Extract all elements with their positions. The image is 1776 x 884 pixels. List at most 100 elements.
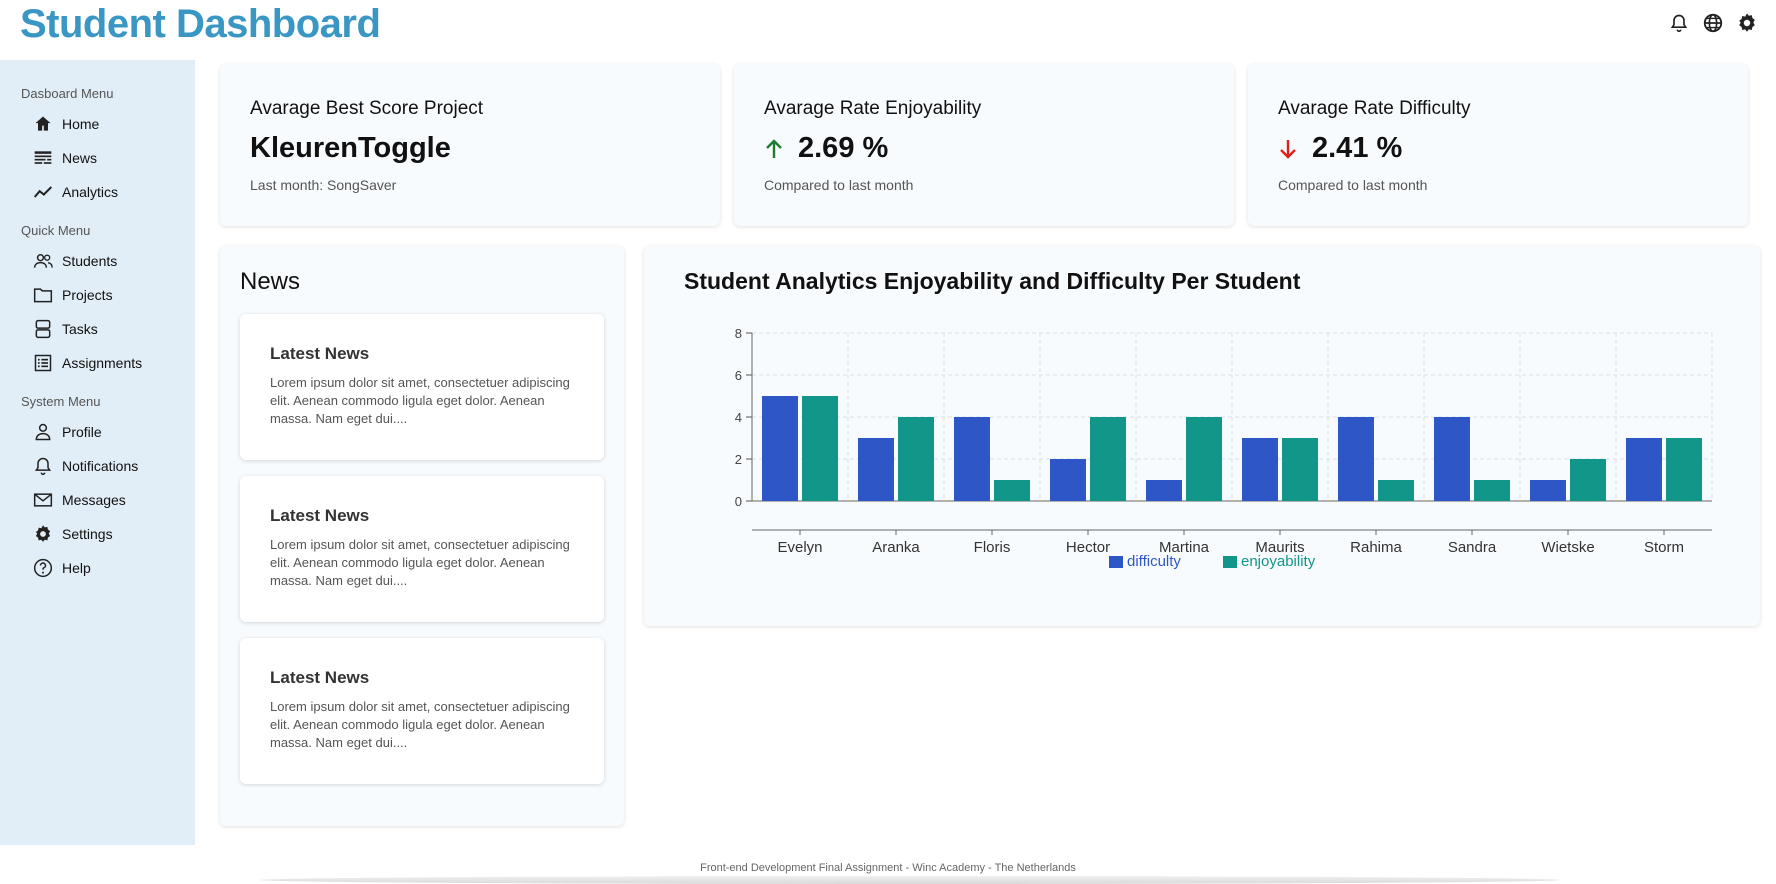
- chart-title: Student Analytics Enjoyability and Diffi…: [684, 268, 1301, 294]
- sidebar-item-label: Help: [62, 560, 91, 576]
- menu-heading: Dasboard Menu: [21, 86, 114, 101]
- x-tick-label: Maurits: [1255, 539, 1304, 556]
- sidebar-item-label: News: [62, 150, 98, 166]
- menu-heading: Quick Menu: [21, 223, 91, 238]
- news-title: Latest News: [270, 344, 370, 363]
- bar-enjoyability: [1570, 459, 1606, 501]
- sidebar-item-label: Messages: [62, 492, 126, 508]
- legend-label: enjoyability: [1241, 553, 1316, 570]
- sidebar-item-analytics[interactable]: Analytics: [0, 175, 195, 209]
- sidebar-item-settings[interactable]: Settings: [0, 517, 195, 551]
- assignments-icon: [32, 352, 54, 374]
- sidebar-item-students[interactable]: Students: [0, 244, 195, 278]
- legend-swatch: [1223, 556, 1237, 568]
- y-tick-label: 2: [735, 452, 742, 467]
- analytics-icon: [32, 181, 54, 203]
- stat-value-text: 2.69 %: [798, 132, 889, 164]
- sidebar-item-profile[interactable]: Profile: [0, 415, 195, 449]
- arrow-down-icon: [1278, 138, 1300, 160]
- students-icon: [32, 250, 54, 272]
- y-tick-label: 0: [735, 494, 742, 509]
- stat-card-difficulty: Avarage Rate Difficulty 2.41 % Compared …: [1248, 64, 1748, 226]
- sidebar-item-help[interactable]: Help: [0, 551, 195, 585]
- bar-difficulty: [1146, 480, 1182, 501]
- sidebar-item-tasks[interactable]: Tasks: [0, 312, 195, 346]
- stat-value: 2.41 %: [1278, 132, 1718, 165]
- stat-card-best-project: Avarage Best Score Project KleurenToggle…: [220, 64, 720, 226]
- sidebar-item-messages[interactable]: Messages: [0, 483, 195, 517]
- x-tick-label: Hector: [1066, 539, 1110, 556]
- sidebar-item-label: Settings: [62, 526, 113, 542]
- footer: Front-end Development Final Assignment -…: [700, 862, 1076, 874]
- bar-chart: 0 2 4 6 8 Evelyn Aranka Floris Hector Martina Maur…: [735, 326, 1713, 570]
- sidebar-item-news[interactable]: News: [0, 141, 195, 175]
- bar-enjoyability: [1186, 417, 1222, 501]
- legend-swatch: [1109, 556, 1123, 568]
- sidebar-item-notifications[interactable]: Notifications: [0, 449, 195, 483]
- news-body: Lorem ipsum dolor sit amet, consectetuer…: [270, 375, 570, 426]
- x-tick-label: Storm: [1644, 539, 1684, 556]
- bar-difficulty: [1338, 417, 1374, 501]
- bar-difficulty: [1626, 438, 1662, 501]
- sidebar-item-assignments[interactable]: Assignments: [0, 346, 195, 380]
- y-tick-label: 6: [735, 368, 742, 383]
- bar-difficulty: [1530, 480, 1566, 501]
- bar-enjoyability: [1090, 417, 1126, 501]
- x-tick-label: Sandra: [1448, 539, 1497, 556]
- tasks-icon: [32, 318, 54, 340]
- news-body: Lorem ipsum dolor sit amet, consectetuer…: [270, 699, 570, 750]
- bar-difficulty: [762, 396, 798, 501]
- sidebar-item-home[interactable]: Home: [0, 107, 195, 141]
- news-item[interactable]: Latest News Lorem ipsum dolor sit amet, …: [240, 638, 604, 784]
- sidebar-item-label: Notifications: [62, 458, 139, 474]
- header-icons: [1668, 12, 1758, 34]
- sidebar-item-label: Profile: [62, 424, 102, 440]
- bar-enjoyability: [802, 396, 838, 501]
- bar-enjoyability: [1282, 438, 1318, 501]
- globe-icon[interactable]: [1702, 12, 1724, 34]
- folder-icon: [32, 284, 54, 306]
- y-tick-label: 8: [735, 326, 742, 341]
- sidebar-item-label: Home: [62, 116, 100, 132]
- bar-enjoyability: [1378, 480, 1414, 501]
- news-body: Lorem ipsum dolor sit amet, consectetuer…: [270, 537, 570, 588]
- stat-title: Avarage Best Score Project: [250, 98, 484, 119]
- news-title: Latest News: [270, 506, 370, 525]
- stat-sub: Last month: SongSaver: [250, 177, 397, 193]
- bell-icon: [32, 455, 54, 477]
- sidebar-item-label: Students: [62, 253, 118, 269]
- news-panel: News Latest News Lorem ipsum dolor sit a…: [220, 246, 624, 826]
- arrow-up-icon: [764, 138, 786, 160]
- x-tick-label: Evelyn: [777, 539, 822, 556]
- stat-value: KleurenToggle: [250, 132, 690, 165]
- menu-heading: System Menu: [21, 394, 101, 409]
- stat-title: Avarage Rate Enjoyability: [764, 98, 982, 119]
- help-icon: [32, 557, 54, 579]
- bar-difficulty: [1242, 438, 1278, 501]
- bar-enjoyability: [1666, 438, 1702, 501]
- header: Student Dashboard: [0, 0, 1776, 60]
- chart-panel: Student Analytics Enjoyability and Diffi…: [644, 246, 1760, 626]
- home-icon: [32, 113, 54, 135]
- bar-difficulty: [954, 417, 990, 501]
- app-title: Student Dashboard: [20, 2, 381, 46]
- x-tick-label: Martina: [1159, 539, 1210, 556]
- quick-menu: Quick Menu Students Projects Tasks Assig…: [0, 223, 195, 380]
- news-item[interactable]: Latest News Lorem ipsum dolor sit amet, …: [240, 314, 604, 460]
- news-item[interactable]: Latest News Lorem ipsum dolor sit amet, …: [240, 476, 604, 622]
- x-tick-label: Floris: [974, 539, 1011, 556]
- stat-value-text: 2.41 %: [1312, 132, 1403, 164]
- profile-icon: [32, 421, 54, 443]
- bar-enjoyability: [898, 417, 934, 501]
- x-tick-label: Wietske: [1541, 539, 1594, 556]
- sidebar-item-label: Assignments: [62, 355, 143, 371]
- sidebar-item-projects[interactable]: Projects: [0, 278, 195, 312]
- sidebar-item-label: Tasks: [62, 321, 98, 337]
- legend-label: difficulty: [1127, 553, 1181, 570]
- gear-icon[interactable]: [1736, 12, 1758, 34]
- stat-value-text: KleurenToggle: [250, 132, 451, 164]
- stat-sub: Compared to last month: [764, 177, 914, 193]
- bell-icon[interactable]: [1668, 12, 1690, 34]
- footer-shadow: [260, 876, 1560, 884]
- bar-enjoyability: [1474, 480, 1510, 501]
